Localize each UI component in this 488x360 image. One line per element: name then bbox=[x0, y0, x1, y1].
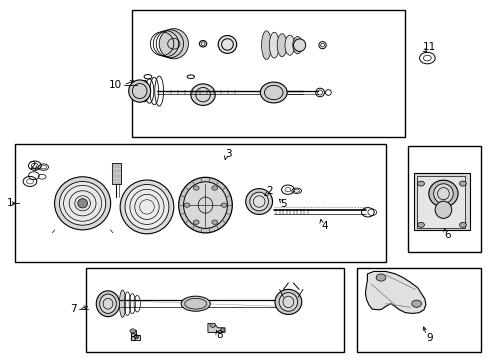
Ellipse shape bbox=[55, 177, 110, 230]
Bar bbox=[416, 176, 465, 228]
Circle shape bbox=[459, 181, 466, 186]
Text: 2: 2 bbox=[266, 186, 272, 197]
Ellipse shape bbox=[190, 84, 215, 105]
Circle shape bbox=[134, 335, 139, 338]
Ellipse shape bbox=[181, 296, 210, 311]
Circle shape bbox=[193, 220, 199, 224]
Circle shape bbox=[417, 181, 424, 186]
Circle shape bbox=[193, 186, 199, 190]
Bar bbox=[407, 146, 480, 252]
Ellipse shape bbox=[183, 182, 227, 228]
Polygon shape bbox=[131, 329, 140, 339]
Ellipse shape bbox=[260, 82, 286, 103]
Ellipse shape bbox=[178, 177, 232, 233]
Ellipse shape bbox=[428, 180, 457, 207]
Ellipse shape bbox=[293, 39, 305, 51]
Text: 9: 9 bbox=[425, 333, 431, 343]
Ellipse shape bbox=[274, 289, 301, 315]
Circle shape bbox=[211, 220, 217, 224]
Text: 8: 8 bbox=[216, 330, 223, 340]
Bar bbox=[356, 268, 480, 352]
Ellipse shape bbox=[261, 31, 271, 59]
Bar bbox=[86, 268, 344, 352]
Polygon shape bbox=[207, 323, 224, 332]
Ellipse shape bbox=[433, 184, 452, 203]
Text: 4: 4 bbox=[321, 221, 327, 231]
Ellipse shape bbox=[277, 34, 286, 57]
Circle shape bbox=[130, 329, 136, 333]
Ellipse shape bbox=[218, 36, 236, 53]
Circle shape bbox=[183, 203, 189, 207]
Bar bbox=[112, 163, 121, 184]
Circle shape bbox=[220, 328, 224, 332]
Text: 2: 2 bbox=[29, 161, 36, 171]
Ellipse shape bbox=[100, 294, 116, 314]
Ellipse shape bbox=[119, 290, 125, 318]
Text: 3: 3 bbox=[224, 149, 231, 159]
Ellipse shape bbox=[125, 184, 168, 229]
Text: 5: 5 bbox=[280, 199, 286, 210]
Text: 8: 8 bbox=[129, 333, 136, 343]
Circle shape bbox=[375, 274, 385, 281]
Ellipse shape bbox=[159, 29, 188, 59]
Text: 1: 1 bbox=[6, 198, 13, 208]
Ellipse shape bbox=[434, 201, 451, 219]
Ellipse shape bbox=[269, 32, 279, 58]
Ellipse shape bbox=[279, 293, 297, 311]
Circle shape bbox=[417, 222, 424, 227]
Circle shape bbox=[221, 203, 226, 207]
Ellipse shape bbox=[245, 189, 272, 215]
Ellipse shape bbox=[249, 192, 268, 211]
Text: 7: 7 bbox=[69, 304, 76, 314]
Ellipse shape bbox=[292, 37, 302, 54]
Circle shape bbox=[211, 186, 217, 190]
Bar bbox=[15, 144, 385, 262]
Bar bbox=[132, 10, 405, 137]
Ellipse shape bbox=[78, 199, 87, 208]
Ellipse shape bbox=[60, 181, 105, 225]
Ellipse shape bbox=[128, 80, 150, 102]
Bar bbox=[413, 173, 469, 230]
Ellipse shape bbox=[96, 291, 120, 317]
Text: 11: 11 bbox=[422, 42, 435, 51]
Ellipse shape bbox=[285, 35, 294, 55]
Text: 10: 10 bbox=[108, 80, 122, 90]
Circle shape bbox=[411, 300, 421, 307]
Circle shape bbox=[459, 222, 466, 227]
Circle shape bbox=[209, 323, 215, 327]
Polygon shape bbox=[365, 271, 425, 314]
Ellipse shape bbox=[120, 180, 173, 234]
Text: 6: 6 bbox=[444, 230, 450, 239]
